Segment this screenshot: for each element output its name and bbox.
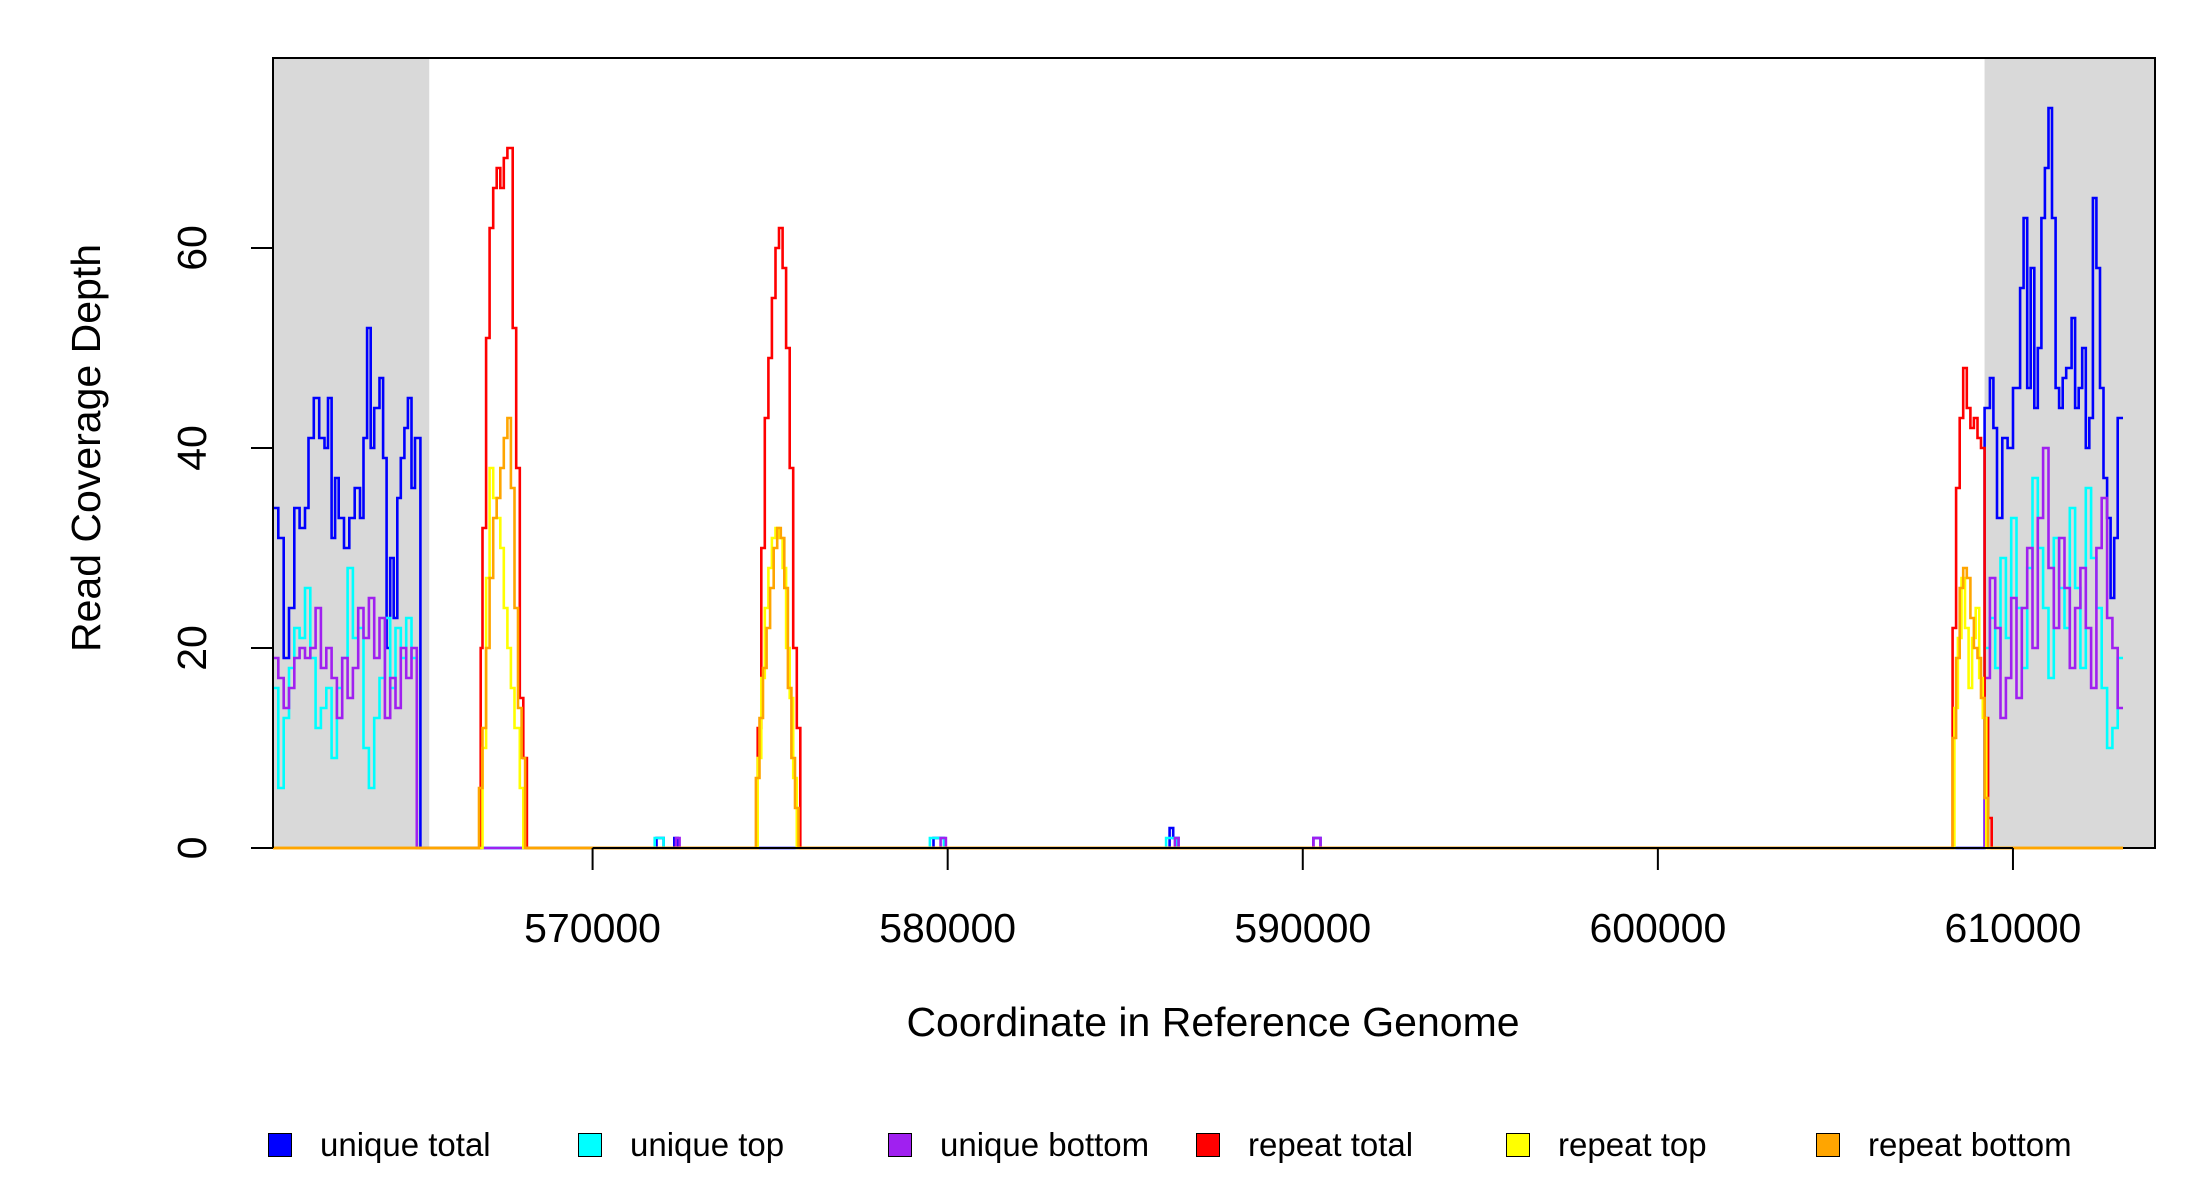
legend-swatch bbox=[1816, 1133, 1840, 1157]
x-tick-label: 580000 bbox=[879, 905, 1016, 951]
y-axis-label: Read Coverage Depth bbox=[63, 244, 109, 652]
y-tick-label: 40 bbox=[169, 425, 215, 471]
x-tick-label: 600000 bbox=[1589, 905, 1726, 951]
legend-item-repeat-total: repeat total bbox=[1196, 1126, 1414, 1163]
series-unique-bottom bbox=[273, 446, 2123, 850]
y-tick-label: 60 bbox=[169, 225, 215, 271]
x-axis-label: Coordinate in Reference Genome bbox=[906, 999, 1519, 1045]
legend-swatch bbox=[1506, 1133, 1530, 1157]
axes: 570000 580000 590000 600000 610000 0 20 40 60 bbox=[169, 225, 2081, 951]
legend-swatch bbox=[1196, 1133, 1220, 1157]
legend-item-repeat-bottom: repeat bottom bbox=[1816, 1126, 2072, 1163]
x-tick-label: 570000 bbox=[524, 905, 661, 951]
series-unique-total bbox=[273, 106, 2123, 850]
legend-item-unique-bottom: unique bottom bbox=[888, 1126, 1150, 1163]
legend-label: repeat bottom bbox=[1868, 1126, 2072, 1163]
legend-item-unique-top: unique top bbox=[578, 1126, 785, 1163]
legend-label: repeat top bbox=[1558, 1126, 1707, 1163]
legend-label: repeat total bbox=[1248, 1126, 1414, 1163]
legend-swatch bbox=[888, 1133, 912, 1157]
shaded-regions bbox=[273, 58, 2155, 848]
legend-label: unique top bbox=[630, 1126, 785, 1163]
legend-swatch bbox=[578, 1133, 602, 1157]
series-repeat-total bbox=[273, 146, 2123, 850]
plot-area-frame bbox=[272, 57, 2156, 849]
legend-swatch bbox=[268, 1133, 292, 1157]
legend-item-unique-total: unique total bbox=[268, 1126, 491, 1163]
legend-label: unique total bbox=[320, 1126, 491, 1163]
shaded-region-1 bbox=[273, 58, 430, 848]
series-lines bbox=[273, 106, 2123, 850]
y-tick-label: 0 bbox=[169, 837, 215, 860]
x-tick-label: 610000 bbox=[1945, 905, 2082, 951]
legend-label: unique bottom bbox=[940, 1126, 1150, 1163]
legend-item-repeat-top: repeat top bbox=[1506, 1126, 1707, 1163]
x-tick-label: 590000 bbox=[1234, 905, 1371, 951]
series-repeat-bottom bbox=[273, 416, 2123, 850]
series-unique-top bbox=[273, 476, 2123, 850]
y-tick-label: 20 bbox=[169, 625, 215, 671]
shaded-region-2 bbox=[1984, 58, 2155, 848]
series-repeat-top bbox=[273, 466, 2123, 850]
